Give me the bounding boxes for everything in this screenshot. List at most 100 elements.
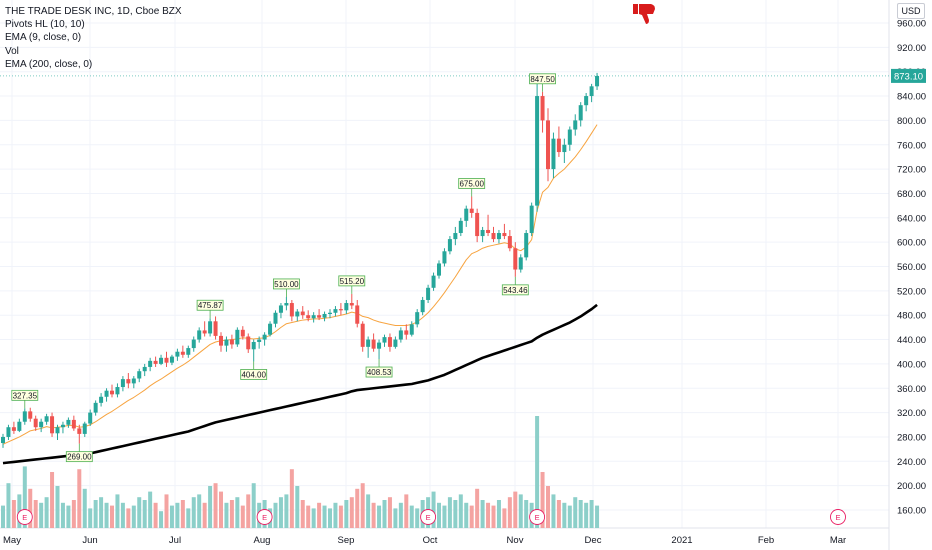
candles — [1, 72, 600, 448]
candle-body — [551, 138, 556, 170]
time-tick-label: Oct — [423, 535, 438, 546]
volume-bar — [235, 497, 240, 528]
candle-body — [507, 236, 512, 249]
volume-bar — [300, 500, 305, 528]
volume-bar — [371, 502, 376, 528]
candle-body — [475, 212, 480, 237]
candle-body — [442, 251, 447, 264]
candle-body — [420, 299, 425, 313]
candle-body — [513, 248, 518, 270]
indicator-pivots[interactable]: Pivots HL (10, 10) — [5, 19, 85, 31]
candle-body — [317, 315, 322, 318]
candle-body — [382, 337, 387, 343]
candle-body — [50, 416, 55, 434]
candle-body — [104, 390, 109, 397]
time-tick-label: 2021 — [671, 535, 692, 546]
earnings-marker-label: E — [426, 513, 431, 522]
candle-body — [377, 342, 382, 349]
volume-bar — [82, 488, 87, 528]
volume-bar — [60, 502, 65, 528]
volume-bar — [317, 502, 322, 528]
volume-bar — [431, 491, 436, 528]
volume-bar — [567, 505, 572, 528]
volume-bar — [447, 497, 452, 528]
earnings-marker-label: E — [535, 513, 540, 522]
candle-body — [159, 357, 164, 364]
volume-bar — [39, 502, 44, 528]
price-tick-label: 520.00 — [897, 286, 926, 297]
earnings-marker-label: E — [22, 513, 27, 522]
volume-bar — [120, 502, 125, 528]
indicator-ema200[interactable]: EMA (200, close, 0) — [5, 58, 93, 70]
volume-bar — [584, 502, 589, 528]
thumbs-down-icon — [633, 4, 655, 24]
volume-bar — [377, 505, 382, 528]
volume-bar — [322, 505, 327, 528]
volume-bar — [88, 508, 93, 528]
volume-bar — [164, 494, 169, 528]
volume-bar — [169, 505, 174, 528]
price-tick-label: 800.00 — [897, 116, 926, 127]
candle-body — [546, 120, 550, 170]
price-tick-label: 480.00 — [897, 311, 926, 322]
volume-bar — [502, 508, 507, 528]
candle-body — [251, 341, 256, 350]
candle-body — [437, 263, 441, 276]
candle-body — [142, 366, 147, 372]
pivot-label: 510.00 — [274, 280, 299, 289]
volume-bar — [142, 500, 147, 528]
candle-body — [175, 351, 180, 357]
earnings-marker — [529, 509, 546, 525]
pivot-label: 543.46 — [503, 286, 528, 295]
volume-bar — [159, 511, 164, 528]
last-price: 873.10 — [891, 68, 926, 83]
volume-bar — [442, 505, 447, 528]
candle-body — [164, 357, 169, 363]
pivot-box — [196, 299, 224, 311]
volume-bar — [393, 508, 398, 528]
price-tick-label: 760.00 — [897, 140, 926, 151]
volume-bar — [513, 491, 518, 528]
candle-body — [355, 305, 360, 324]
ema9-line — [2, 124, 598, 445]
pivot-labels: 327.35 269.00 475.87 404.00 510.00 515.20 408.… — [11, 73, 556, 463]
indicator-vol[interactable]: Vol — [5, 45, 19, 57]
candle-body — [246, 336, 251, 350]
pivot-label: 404.00 — [241, 370, 266, 379]
candle-body — [529, 205, 534, 234]
indicator-ema9[interactable]: EMA (9, close, 0) — [5, 32, 82, 44]
candle-body — [33, 418, 38, 428]
volume-bar — [208, 486, 213, 528]
candle-body — [17, 421, 22, 431]
volume-bar — [355, 488, 360, 528]
candle-body — [300, 311, 305, 316]
pivot-box — [529, 73, 556, 85]
pivot-label: 269.00 — [67, 453, 92, 462]
candle-body — [240, 329, 245, 337]
candle-body — [502, 233, 507, 237]
candle-body — [126, 379, 131, 384]
volume-bar — [186, 508, 191, 528]
candle-body — [219, 335, 223, 346]
volume-bar — [562, 502, 567, 528]
volume-bar — [55, 486, 60, 528]
candle-body — [22, 411, 27, 422]
currency-button[interactable]: USD — [897, 3, 925, 19]
candle-body — [311, 315, 316, 319]
candle-body — [469, 208, 474, 213]
pivot-box — [501, 284, 529, 296]
volume-bar — [366, 494, 371, 528]
volume-bar — [578, 500, 583, 528]
candle-body — [595, 75, 600, 87]
candle-body — [573, 120, 578, 130]
candle-body — [387, 337, 392, 347]
candle-body — [28, 411, 33, 419]
volume-bars — [1, 416, 600, 528]
pivot-box — [240, 369, 268, 380]
candle-body — [360, 323, 365, 347]
candle-body — [415, 312, 420, 325]
candle-body — [44, 416, 49, 422]
pivot-label: 475.87 — [198, 301, 223, 310]
candle-body — [562, 144, 567, 153]
